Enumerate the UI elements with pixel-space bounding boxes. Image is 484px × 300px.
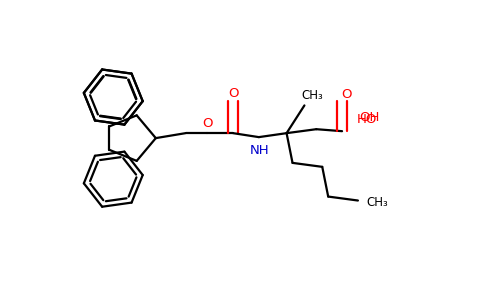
Text: OH: OH — [360, 111, 380, 124]
Text: CH₃: CH₃ — [367, 196, 389, 209]
Text: O: O — [228, 87, 238, 100]
Text: O: O — [341, 88, 351, 101]
Text: NH: NH — [250, 143, 270, 157]
Text: HO: HO — [357, 113, 377, 126]
Text: CH₃: CH₃ — [302, 89, 323, 102]
Text: O: O — [202, 117, 212, 130]
